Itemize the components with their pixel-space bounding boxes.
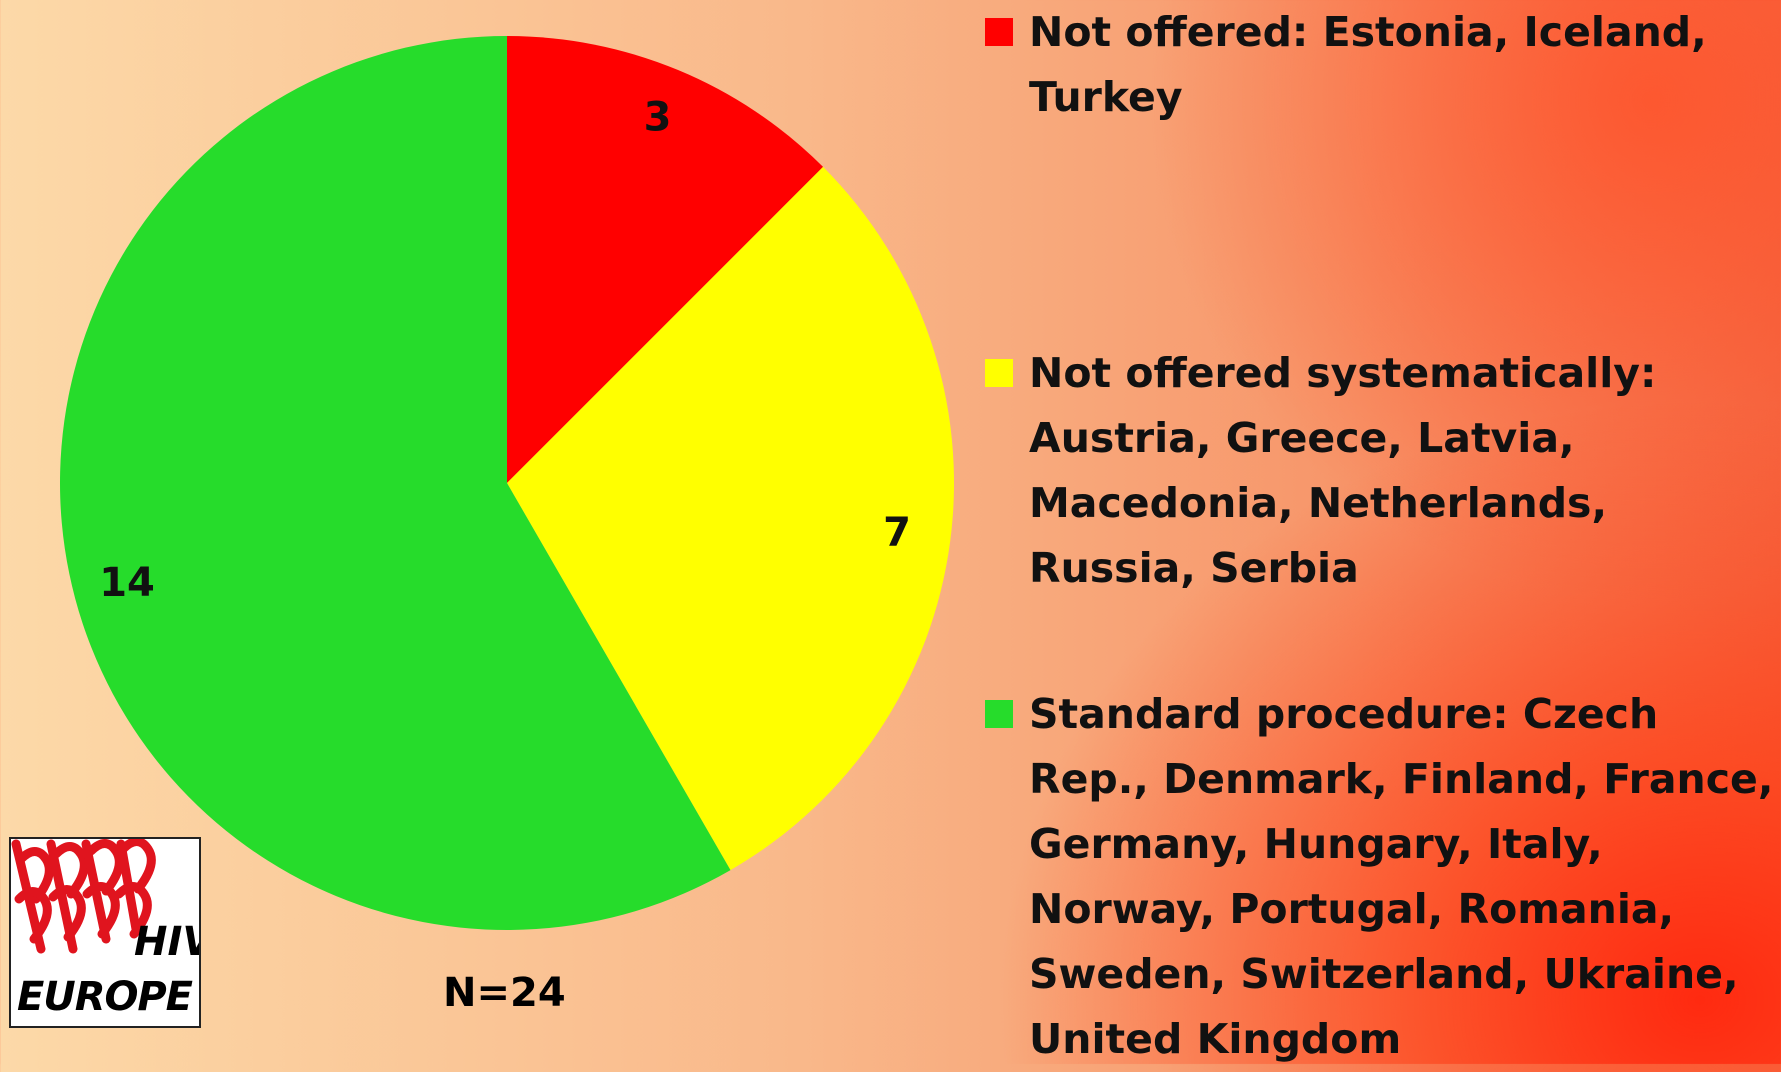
legend-item: Not offered systematically: Austria, Gre… <box>985 341 1775 601</box>
legend-label: Not offered: Estonia, Iceland, Turkey <box>1029 8 1707 121</box>
data-label: 14 <box>99 560 155 606</box>
legend-swatch <box>985 359 1013 387</box>
pie-slice <box>59 36 731 930</box>
legend-item: Standard procedure: Czech Rep., Denmark,… <box>985 682 1775 1072</box>
pie-slice <box>507 36 824 483</box>
legend-label: Standard procedure: Czech Rep., Denmark,… <box>1029 690 1774 1063</box>
data-label: 7 <box>883 509 911 555</box>
legend-item: Not offered: Estonia, Iceland, Turkey <box>985 0 1775 130</box>
logo-graphic: HIV EUROPE <box>11 837 216 1020</box>
data-label: 3 <box>644 95 672 141</box>
legend-label: Not offered systematically: Austria, Gre… <box>1029 349 1657 592</box>
legend-swatch <box>985 18 1013 46</box>
logo-text: EUROPE <box>17 974 193 1020</box>
logo: HIV EUROPE <box>9 837 216 1028</box>
pie-slice <box>507 166 954 871</box>
annotation: N=24 <box>443 970 566 1016</box>
legend-swatch <box>985 700 1013 728</box>
logo-text: HIV <box>134 919 199 965</box>
